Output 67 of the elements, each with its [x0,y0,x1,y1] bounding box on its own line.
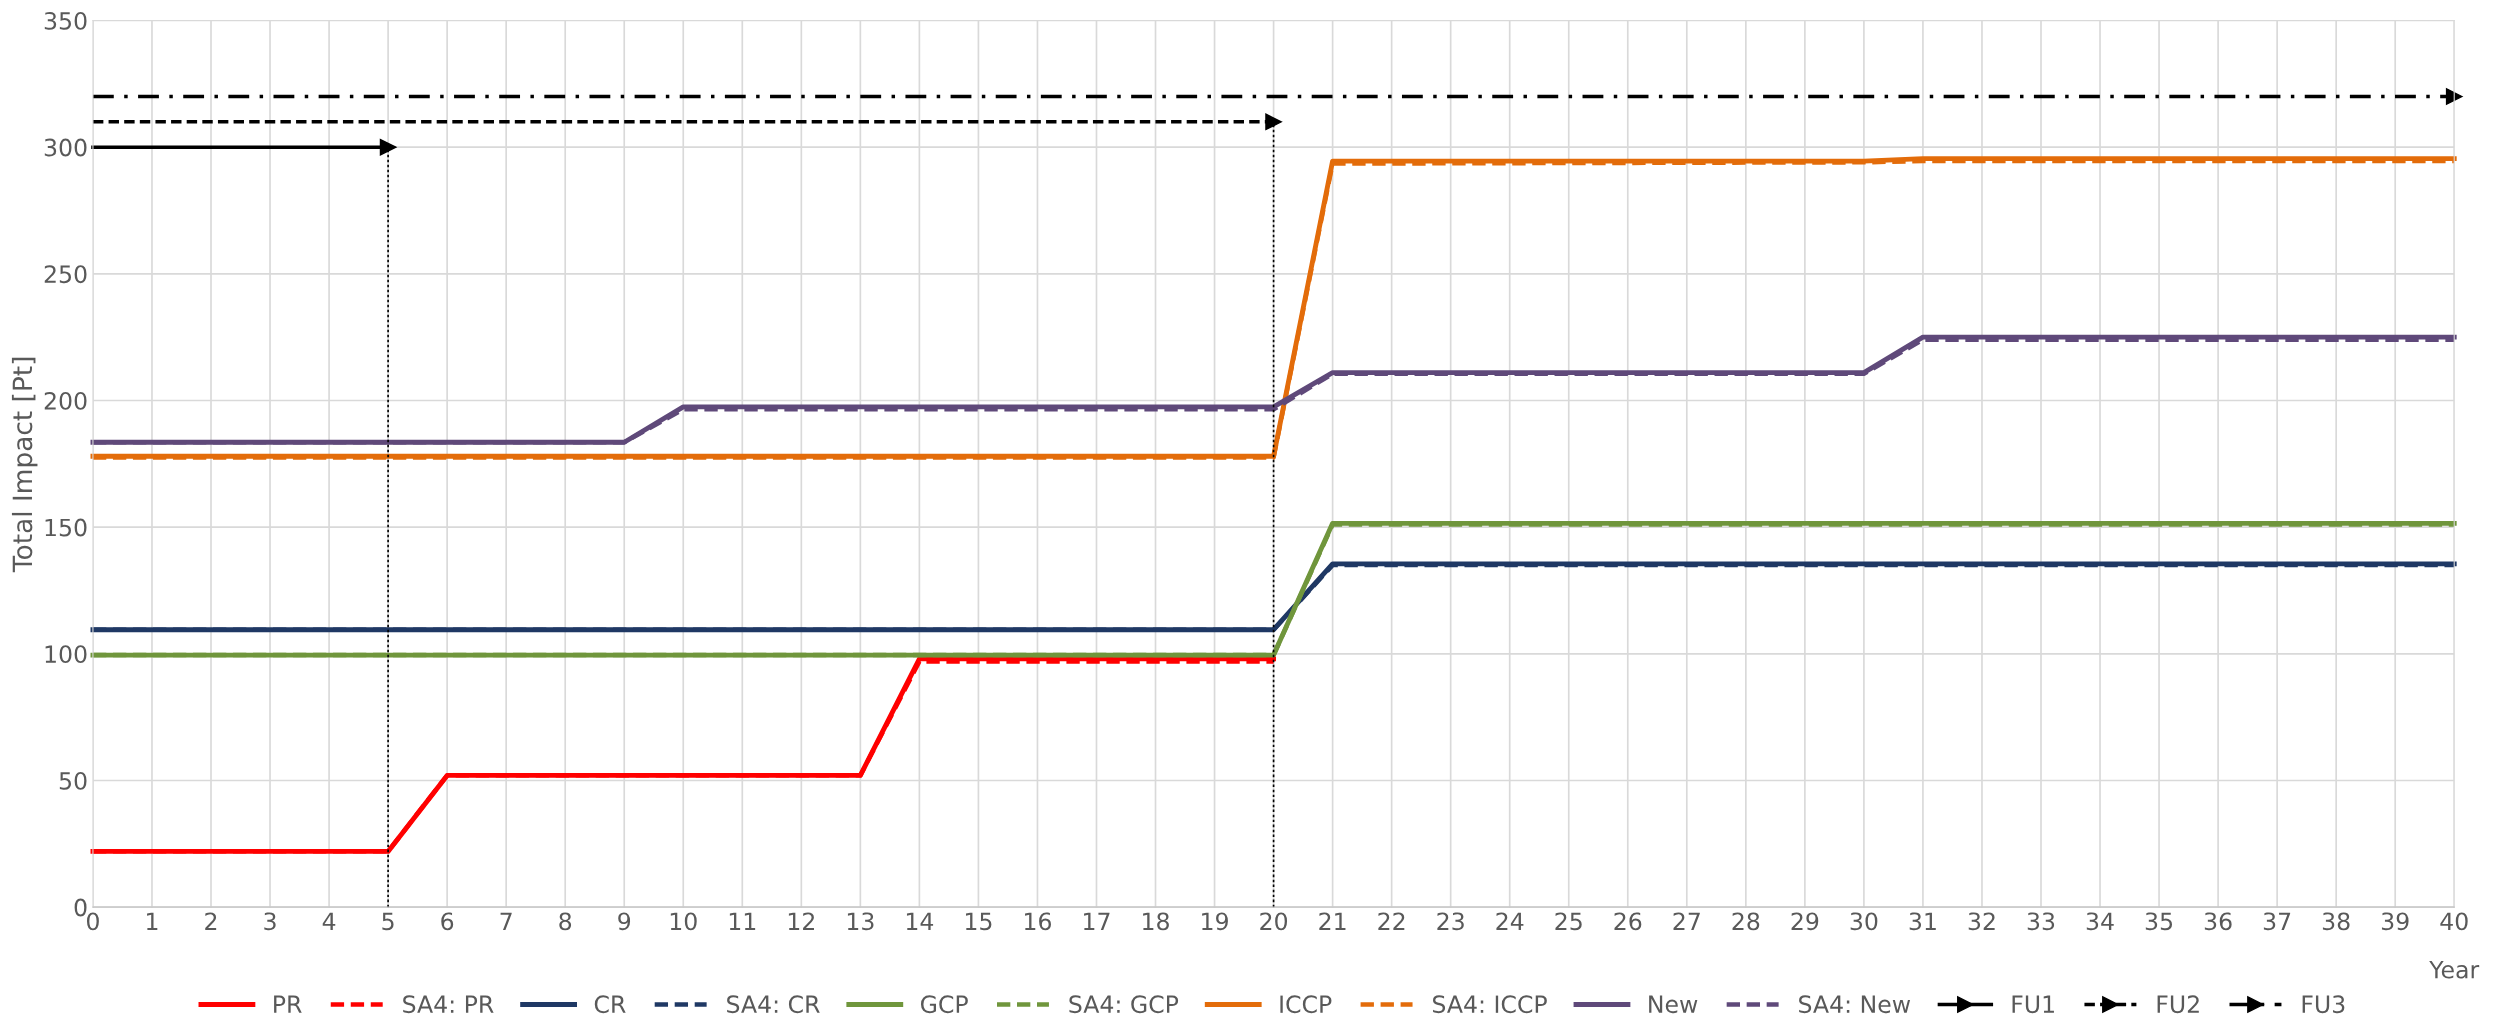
x-tick-label: 32 [1968,912,1995,931]
x-tick-label: 1 [147,912,158,930]
x-tick-label: 11 [729,912,756,930]
y-tick-label: 250 [44,265,87,284]
y-tick-label: 0 [74,898,87,917]
x-tick-label: 40 [2440,912,2468,931]
x-tick-label: 24 [1496,912,1524,930]
y-tick-label: 100 [45,645,87,664]
legend-label: FU3 [2302,995,2345,1014]
x-tick-label: 31 [1909,912,1936,931]
x-tick-label: 13 [847,912,874,931]
x-tick-label: 38 [2322,912,2350,931]
x-tick-label: 37 [2263,912,2291,931]
x-tick-label: 36 [2204,912,2232,931]
legend-label: FU2 [2157,995,2199,1014]
x-tick-label: 7 [500,912,512,930]
y-tick-label: 150 [45,518,87,537]
x-tick-label: 12 [788,912,814,930]
legend-label: CR [594,995,626,1014]
x-tick-label: 14 [906,912,934,930]
legend-label: SA4: CR [727,995,820,1014]
x-tick-label: 25 [1555,912,1582,931]
x-tick-label: 23 [1437,912,1464,931]
legend-label: New [1649,995,1698,1014]
x-tick-label: 10 [670,912,697,931]
legend-label: SA4: PR [403,995,494,1014]
x-tick-label: 20 [1260,912,1288,931]
x-tick-label: 22 [1378,912,1405,930]
x-tick-label: 35 [2145,912,2173,931]
x-tick-label: 2 [205,912,217,930]
x-tick-label: 8 [559,912,572,931]
x-tick-label: 6 [441,912,454,931]
x-tick-label: 26 [1614,912,1642,931]
legend-label: ICCP [1280,995,1332,1014]
y-tick-label: 300 [44,138,87,157]
x-tick-label: 21 [1319,912,1346,930]
x-tick-label: 18 [1143,912,1169,931]
x-tick-label: 34 [2086,912,2114,931]
x-tick-label: 9 [618,912,631,931]
legend-label: SA4: New [1799,995,1911,1014]
x-axis-title: Year [2429,961,2480,979]
x-tick-label: 30 [1850,912,1878,931]
x-tick-label: 29 [1791,912,1819,931]
legend-label: GCP [920,995,968,1014]
legend-label: PR [274,995,302,1013]
legend-label: SA4: ICCP [1432,995,1547,1014]
legend-label: SA4: GCP [1069,995,1179,1014]
x-tick-label: 15 [965,912,992,931]
x-tick-label: 3 [264,912,276,931]
x-tick-label: 19 [1202,912,1228,931]
y-tick-label: 200 [44,391,87,410]
point [1265,113,1282,131]
point [379,138,397,156]
x-tick-label: 0 [86,912,99,931]
x-tick-label: 33 [2027,912,2055,931]
x-tick-label: 39 [2381,912,2409,931]
legend-label: FU1 [2012,995,2054,1014]
x-tick-label: 4 [322,912,336,930]
point [2445,88,2463,105]
x-tick-label: 27 [1673,912,1700,930]
x-tick-label: 28 [1732,912,1760,931]
x-tick-label: 16 [1025,912,1051,931]
y-axis-title: Total Impact [Pt] [11,357,38,573]
x-tick-label: 5 [382,912,394,931]
y-tick-label: 350 [44,11,87,30]
x-tick-label: 17 [1084,912,1110,930]
y-tick-label: 50 [59,771,87,790]
